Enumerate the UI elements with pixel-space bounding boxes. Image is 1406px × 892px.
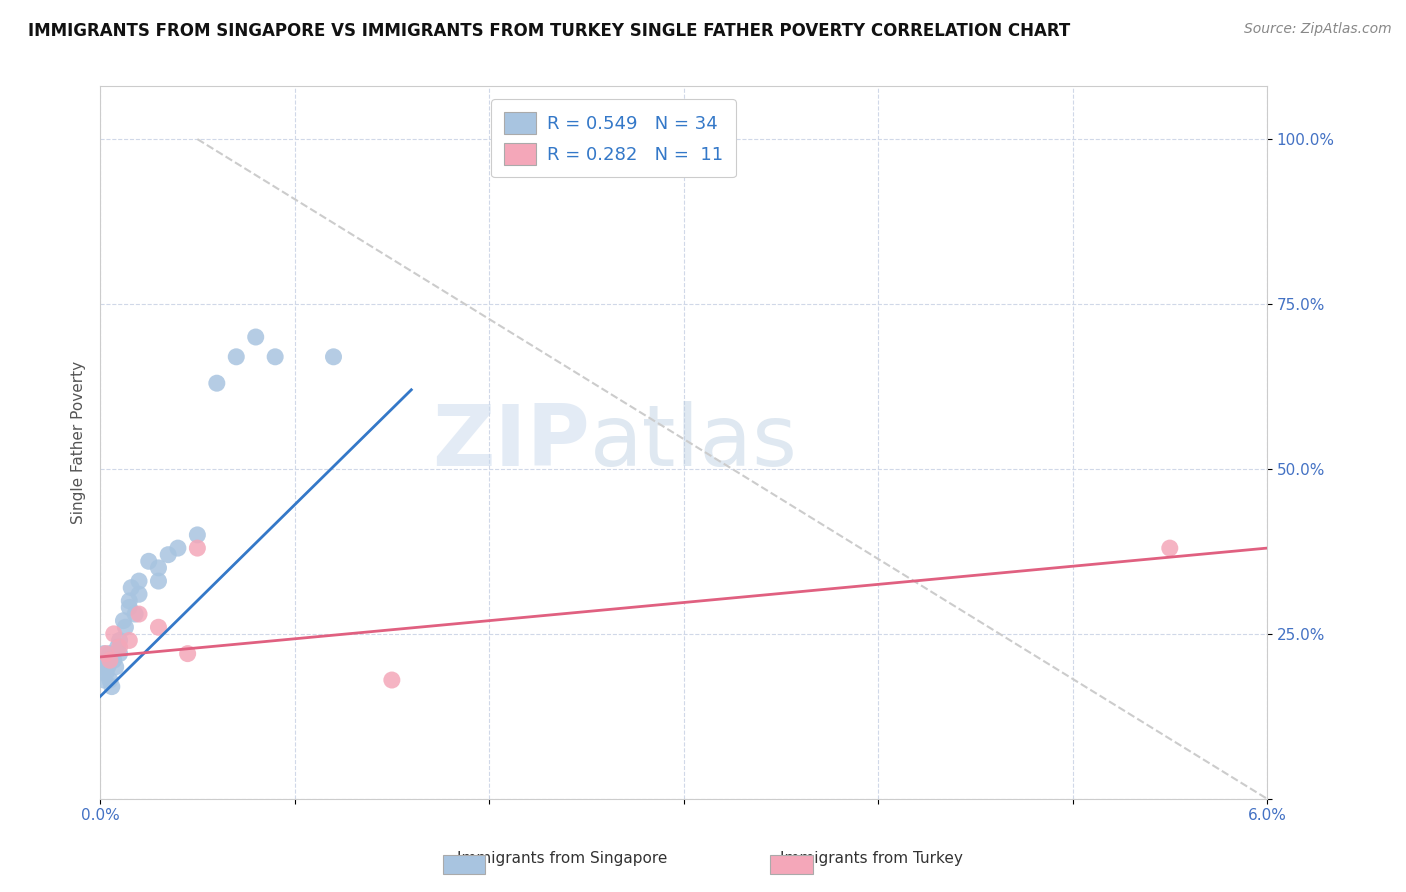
Point [108, 633, 131, 648]
Point [322, 350, 344, 364]
Point [128, 587, 150, 601]
Point [118, 600, 141, 615]
Point [245, 330, 267, 344]
Point [167, 541, 190, 555]
Point [381, 673, 404, 687]
Point [94, 647, 117, 661]
Point [205, 376, 228, 391]
Point [1159, 541, 1181, 555]
Point [517, 152, 540, 166]
Point [128, 607, 150, 621]
Point [157, 548, 180, 562]
Text: ZIP: ZIP [433, 401, 591, 484]
Point [120, 581, 142, 595]
Text: atlas: atlas [591, 401, 799, 484]
Text: Source: ZipAtlas.com: Source: ZipAtlas.com [1244, 22, 1392, 37]
Point [103, 653, 125, 667]
Text: Immigrants from Turkey: Immigrants from Turkey [780, 852, 963, 866]
Point [97, 660, 120, 674]
Legend: R = 0.549   N = 34, R = 0.282   N =  11: R = 0.549 N = 34, R = 0.282 N = 11 [491, 99, 735, 178]
Point [98, 673, 121, 687]
Point [118, 633, 141, 648]
Point [148, 561, 170, 575]
Point [186, 541, 208, 555]
Point [112, 614, 135, 628]
Text: IMMIGRANTS FROM SINGAPORE VS IMMIGRANTS FROM TURKEY SINGLE FATHER POVERTY CORREL: IMMIGRANTS FROM SINGAPORE VS IMMIGRANTS … [28, 22, 1070, 40]
Point [98, 647, 121, 661]
Point [225, 350, 247, 364]
Y-axis label: Single Father Poverty: Single Father Poverty [72, 361, 86, 524]
Point [104, 660, 127, 674]
Point [186, 528, 208, 542]
Point [93, 673, 115, 687]
Point [101, 680, 124, 694]
Point [103, 627, 125, 641]
Point [124, 607, 146, 621]
Point [128, 574, 150, 588]
Point [94, 653, 117, 667]
Point [118, 594, 141, 608]
Point [114, 620, 136, 634]
Point [148, 574, 170, 588]
Point [176, 647, 198, 661]
Point [138, 554, 160, 568]
Point [108, 640, 131, 654]
Point [94, 666, 117, 681]
Point [108, 647, 131, 661]
Text: Immigrants from Singapore: Immigrants from Singapore [457, 852, 668, 866]
Point [264, 350, 287, 364]
Point [148, 620, 170, 634]
Point [98, 653, 121, 667]
Point [93, 647, 115, 661]
Point [107, 640, 129, 654]
Point [91, 660, 114, 674]
